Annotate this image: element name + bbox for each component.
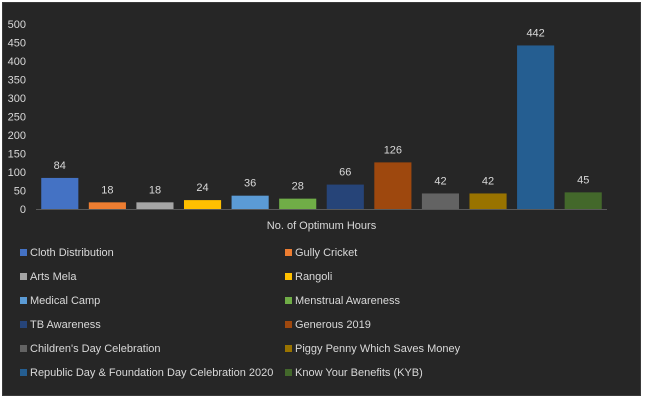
- bar: [88, 202, 126, 209]
- legend: Cloth Distribution Gully Cricket Arts Mela…: [20, 247, 461, 379]
- y-axis: 0 50 100 150 200 250 300 350 400 450 500: [8, 19, 26, 216]
- legend-label: Know Your Benefits (KYB): [295, 367, 423, 379]
- y-tick-label: 200: [8, 130, 26, 142]
- legend-swatch: [285, 321, 292, 328]
- bar: [279, 198, 317, 209]
- y-tick-label: 350: [8, 75, 26, 87]
- data-label: 45: [577, 174, 589, 186]
- data-label: 66: [339, 167, 351, 179]
- legend-swatch: [285, 249, 292, 256]
- legend-label: Gully Cricket: [295, 247, 357, 259]
- legend-swatch: [20, 369, 27, 376]
- bar: [183, 200, 222, 209]
- legend-swatch: [20, 297, 27, 304]
- legend-label: Rangoli: [295, 271, 332, 283]
- legend-swatch: [285, 369, 292, 376]
- legend-swatch: [20, 345, 27, 352]
- bar-chart: 0 50 100 150 200 250 300 350 400 450 500 84 18 18 24 3…: [8, 19, 607, 379]
- y-tick-label: 300: [8, 93, 26, 105]
- data-label: 42: [482, 175, 494, 187]
- data-label: 126: [384, 144, 402, 156]
- legend-swatch: [20, 249, 27, 256]
- y-tick-label: 50: [14, 186, 26, 198]
- legend-label: Medical Camp: [30, 295, 100, 307]
- bar: [421, 193, 460, 209]
- data-label: 36: [244, 178, 256, 190]
- data-label: 42: [434, 175, 446, 187]
- data-label: 24: [196, 182, 208, 194]
- data-label: 18: [101, 184, 113, 196]
- x-axis-title: No. of Optimum Hours: [267, 220, 377, 232]
- bar: [374, 162, 412, 209]
- legend-label: Arts Mela: [30, 271, 77, 283]
- data-labels: 84 18 18 24 36 28 66 126 42 42 442 45: [54, 27, 590, 196]
- bar: [136, 202, 174, 209]
- y-tick-label: 250: [8, 112, 26, 124]
- data-label: 18: [149, 184, 161, 196]
- y-tick-label: 100: [8, 167, 26, 179]
- legend-swatch: [20, 273, 27, 280]
- data-label: 28: [292, 181, 304, 193]
- bar: [517, 45, 555, 210]
- y-tick-label: 450: [8, 38, 26, 50]
- y-tick-label: 0: [20, 204, 26, 216]
- legend-label: Cloth Distribution: [30, 247, 114, 259]
- legend-label: Children's Day Celebration: [30, 343, 161, 355]
- data-label: 84: [54, 160, 66, 172]
- bar: [564, 192, 602, 209]
- legend-swatch: [285, 345, 292, 352]
- y-tick-label: 150: [8, 149, 26, 161]
- legend-swatch: [285, 297, 292, 304]
- bar: [231, 195, 269, 209]
- legend-swatch: [285, 273, 292, 280]
- legend-label: Generous 2019: [295, 319, 371, 331]
- bar: [41, 177, 79, 209]
- legend-swatch: [20, 321, 27, 328]
- y-tick-label: 500: [8, 19, 26, 31]
- y-tick-label: 400: [8, 56, 26, 68]
- legend-label: Republic Day & Foundation Day Celebratio…: [30, 367, 273, 379]
- bar: [326, 184, 364, 209]
- bars: [41, 45, 602, 210]
- legend-label: TB Awareness: [30, 319, 101, 331]
- data-label: 442: [526, 27, 544, 39]
- legend-label: Menstrual Awareness: [295, 295, 400, 307]
- chart-panel: 0 50 100 150 200 250 300 350 400 450 500 84 18 18 24 3…: [2, 2, 641, 396]
- bar: [469, 193, 507, 209]
- legend-label: Piggy Penny Which Saves Money: [295, 343, 461, 355]
